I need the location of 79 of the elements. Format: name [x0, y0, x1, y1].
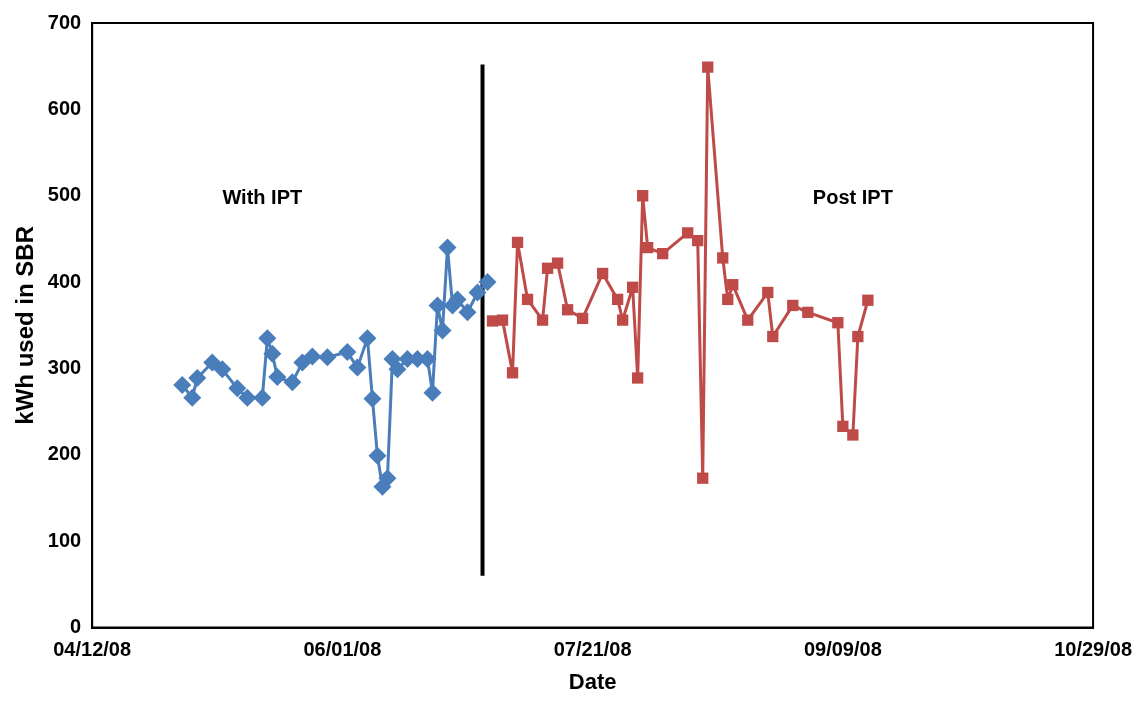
point [238, 388, 257, 407]
point [506, 367, 519, 379]
point [576, 312, 589, 325]
point [627, 281, 639, 293]
y-tick-label: 0 [70, 615, 82, 638]
point [847, 429, 859, 441]
point [173, 375, 192, 394]
point [787, 299, 799, 312]
point [837, 420, 849, 433]
point [611, 293, 624, 306]
x-tick-label: 09/09/08 [803, 638, 882, 661]
point [682, 227, 694, 239]
point [293, 353, 312, 372]
point [717, 252, 729, 264]
point [637, 190, 649, 202]
point [203, 353, 222, 372]
point [438, 238, 457, 257]
point [338, 343, 357, 362]
annotation: Post IPT [812, 185, 893, 208]
point [657, 247, 669, 260]
point [862, 294, 874, 306]
point [303, 347, 322, 366]
point [697, 472, 709, 484]
point [536, 314, 549, 326]
annotation: With IPT [222, 185, 303, 208]
point [521, 293, 534, 306]
point [363, 389, 382, 408]
x-tick-label: 06/01/08 [303, 638, 382, 661]
point [832, 317, 844, 329]
point [228, 379, 247, 398]
point [596, 267, 609, 280]
point [183, 388, 202, 407]
point [263, 344, 282, 363]
y-tick-label: 500 [47, 183, 82, 206]
point [802, 306, 814, 318]
point [767, 330, 779, 343]
point [486, 315, 499, 327]
point [722, 293, 734, 306]
point [702, 61, 714, 73]
y-tick-label: 700 [47, 10, 82, 33]
point [268, 368, 287, 387]
point [433, 321, 452, 340]
y-tick-label: 600 [47, 96, 82, 119]
point [358, 329, 377, 348]
x-tick-label: 07/21/08 [553, 638, 632, 661]
point [541, 262, 554, 274]
point [478, 273, 497, 292]
point [762, 286, 774, 299]
x-axis-title: Date [568, 668, 617, 694]
point [458, 303, 477, 322]
point [423, 383, 442, 402]
y-tick-label: 100 [47, 528, 82, 551]
point [561, 304, 574, 316]
y-tick-label: 400 [47, 269, 82, 292]
point [642, 241, 654, 254]
point [692, 235, 704, 247]
point [368, 446, 387, 465]
y-tick-label: 300 [47, 356, 82, 378]
point [616, 314, 629, 326]
point [468, 283, 487, 302]
point [632, 372, 644, 384]
x-tick-label: 10/29/08 [1054, 638, 1132, 661]
point [258, 329, 277, 348]
y-axis-title: kWh used in SBR [11, 225, 39, 425]
point [213, 360, 232, 379]
y-tick-label: 200 [47, 442, 82, 465]
point [388, 360, 407, 379]
point [852, 330, 864, 343]
point [496, 314, 509, 326]
point [551, 257, 564, 269]
point [283, 373, 302, 392]
point [348, 358, 367, 377]
point [511, 236, 524, 249]
point [253, 388, 272, 407]
point [188, 368, 207, 387]
point [318, 348, 337, 367]
point [727, 279, 739, 291]
x-tick-label: 04/12/08 [53, 638, 132, 661]
point [742, 314, 754, 326]
